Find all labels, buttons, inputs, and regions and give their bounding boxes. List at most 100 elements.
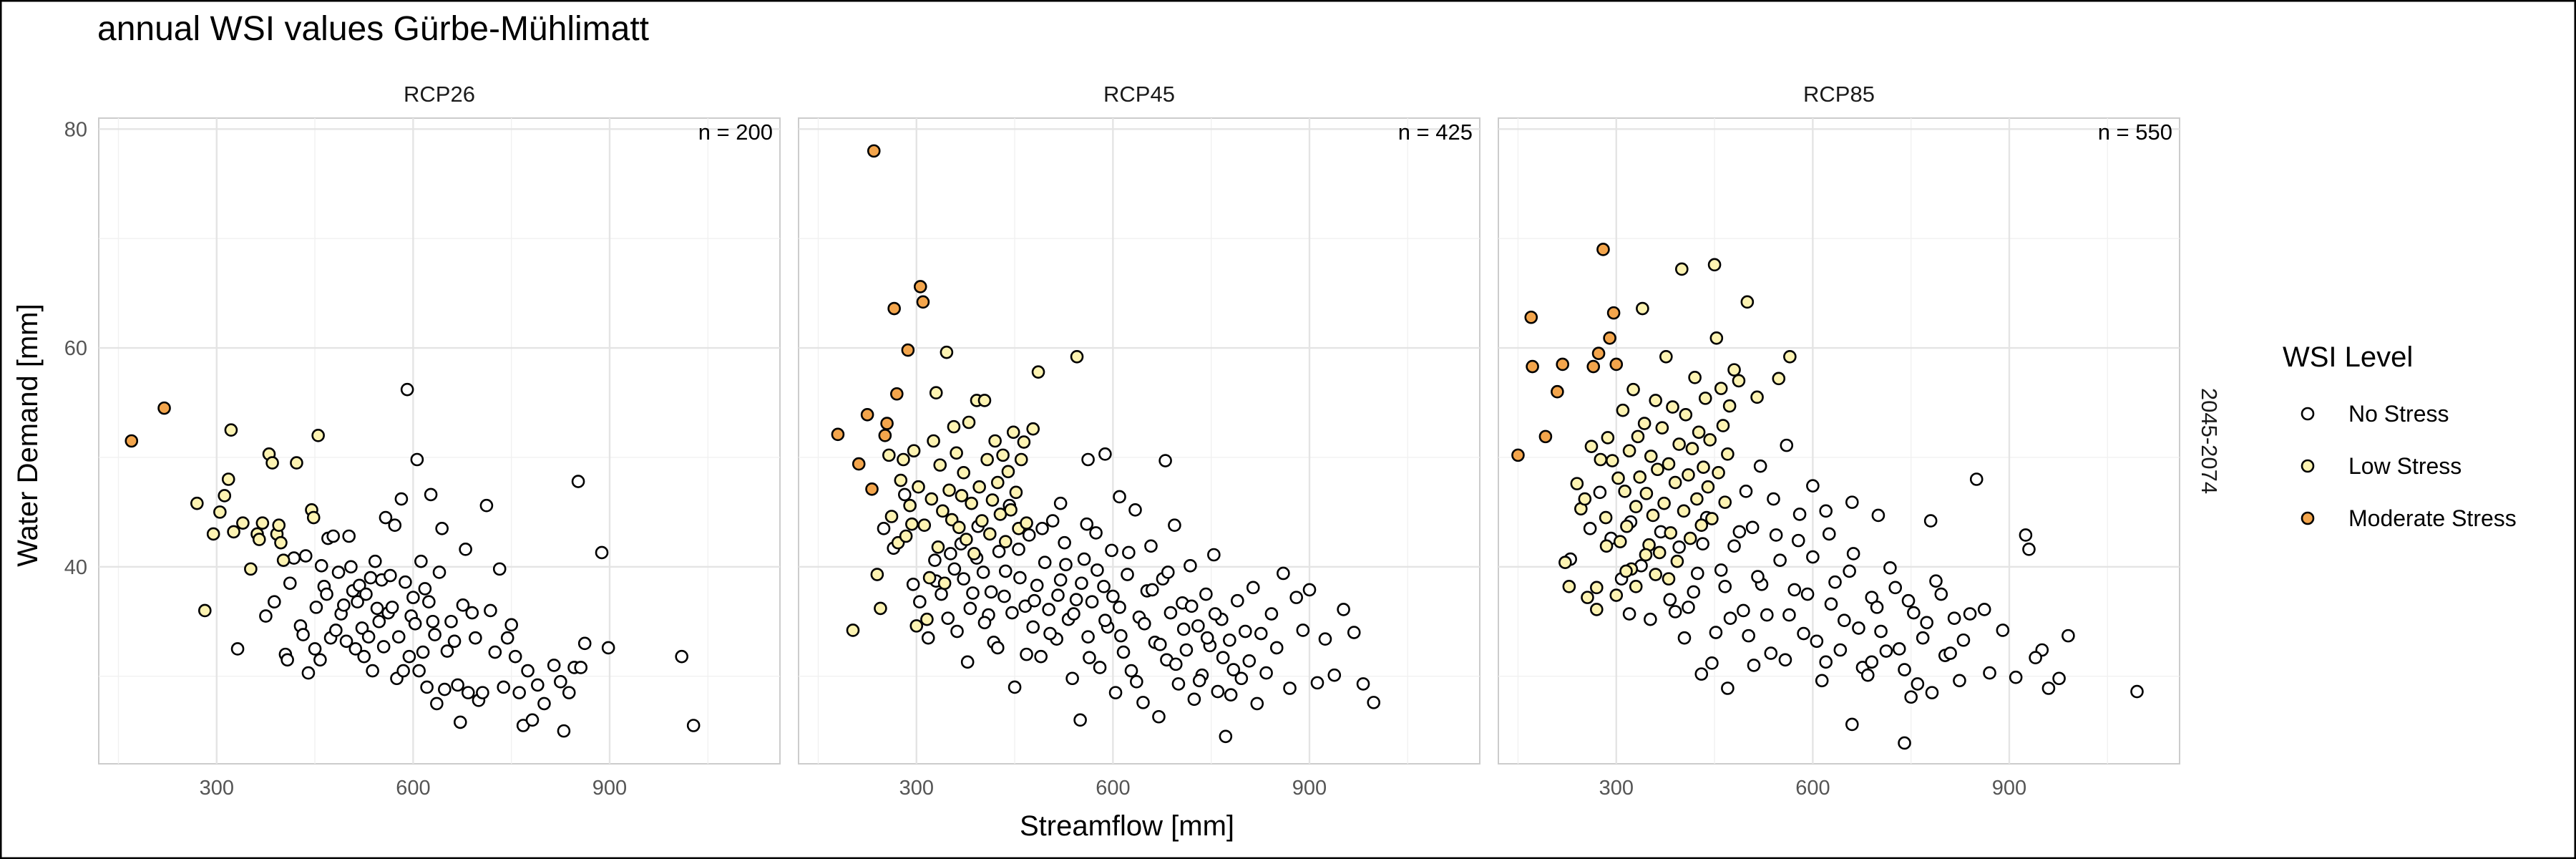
data-point (1184, 558, 1197, 573)
data-point (1219, 729, 1233, 744)
data-point (2062, 629, 2075, 643)
data-point (1767, 492, 1780, 506)
data-point (988, 434, 1002, 448)
data-point (259, 609, 273, 623)
data-point (1590, 581, 1604, 595)
data-point (1208, 607, 1222, 621)
data-point (960, 533, 973, 546)
data-point (1310, 676, 1324, 690)
data-point (990, 475, 1005, 490)
x-tick-label: 600 (1096, 777, 1130, 800)
data-point (601, 641, 615, 655)
data-point (1870, 601, 1884, 614)
legend-title: WSI Level (2283, 341, 2413, 373)
data-point (1168, 518, 1181, 533)
legend: WSI Level No Stress Low Stress Moderate … (2283, 341, 2517, 531)
data-point (2022, 543, 2036, 556)
data-point (432, 566, 447, 579)
data-point (313, 653, 327, 667)
data-point (965, 496, 978, 510)
data-point (1613, 535, 1627, 548)
data-point (1259, 666, 1273, 680)
data-point (1745, 520, 1760, 535)
data-point (1845, 495, 1859, 509)
data-point (936, 504, 950, 518)
data-point (451, 678, 464, 692)
data-point (1122, 545, 1136, 560)
data-point (1551, 384, 1564, 399)
data-point (903, 498, 917, 513)
data-point (406, 591, 420, 604)
legend-item-moderate-stress[interactable]: Moderate Stress (2301, 505, 2517, 531)
data-point (977, 616, 992, 630)
data-point (1943, 646, 1957, 660)
data-point (372, 614, 386, 629)
data-point (1020, 647, 1033, 661)
data-point (402, 649, 416, 664)
data-point (874, 601, 887, 616)
data-point (1721, 681, 1735, 695)
data-point (1031, 365, 1045, 379)
data-point (1714, 382, 1728, 395)
data-point (1153, 638, 1167, 651)
data-point (1030, 578, 1044, 593)
data-point (1611, 471, 1625, 485)
data-point (430, 697, 444, 711)
data-point (2130, 684, 2144, 699)
data-point (1038, 555, 1052, 569)
data-point (1097, 580, 1111, 593)
data-point (224, 423, 238, 437)
legend-item-low-stress[interactable]: Low Stress (2301, 453, 2462, 479)
data-point (329, 623, 343, 637)
data-point (1067, 607, 1080, 621)
data-point (686, 719, 701, 732)
data-point (977, 394, 992, 407)
data-point (521, 664, 535, 678)
data-point (1629, 580, 1643, 593)
data-point (992, 545, 1006, 558)
legend-item-no-stress[interactable]: No Stress (2301, 401, 2449, 427)
data-point (878, 429, 892, 442)
data-point (1705, 512, 1719, 525)
data-point (870, 568, 884, 581)
data-point (1609, 357, 1624, 372)
data-point (1152, 709, 1166, 724)
data-point (1012, 543, 1025, 556)
data-point (1250, 697, 1264, 711)
data-point (1769, 528, 1783, 542)
data-point (370, 601, 384, 616)
data-point (348, 642, 363, 656)
data-point (1692, 425, 1706, 440)
data-point (980, 452, 994, 467)
data-point (274, 535, 288, 550)
data-point (414, 554, 428, 568)
data-point (1843, 564, 1856, 578)
data-point (320, 587, 333, 601)
data-point (1113, 490, 1126, 504)
data-point (1833, 643, 1848, 657)
data-point (1006, 425, 1020, 440)
data-point (595, 545, 609, 560)
data-point (933, 458, 947, 472)
data-point (1231, 593, 1244, 608)
data-point (1091, 563, 1104, 577)
data-point (955, 489, 969, 503)
data-point (880, 417, 894, 430)
data-point (942, 483, 956, 498)
data-point (1860, 668, 1875, 682)
x-tick-label: 300 (899, 777, 934, 800)
data-point (984, 585, 998, 599)
data-point (488, 645, 502, 659)
data-point (1161, 566, 1175, 579)
data-point (913, 595, 927, 609)
data-point (1898, 663, 1911, 676)
data-point (931, 540, 945, 554)
data-point (1005, 606, 1019, 620)
panel-strip-label: RCP85 (1803, 82, 1875, 107)
data-point (1224, 688, 1238, 702)
data-point (1934, 587, 1948, 601)
data-point (947, 419, 961, 434)
data-point (1824, 597, 1838, 611)
data-point (1599, 510, 1613, 525)
legend-label-moderate-stress: Moderate Stress (2348, 505, 2517, 531)
